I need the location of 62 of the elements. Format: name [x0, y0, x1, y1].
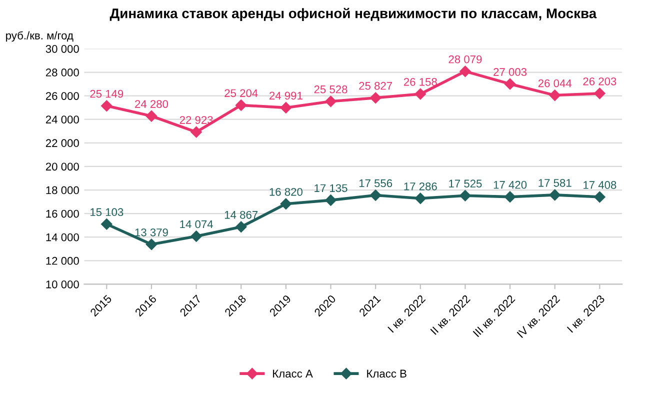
data-label: 26 158	[404, 78, 437, 86]
point	[236, 100, 247, 111]
data-label: 14 867	[224, 210, 258, 219]
point	[414, 88, 426, 100]
point	[146, 110, 158, 122]
y-tick-label: 28 000	[46, 68, 79, 76]
data-label: 25 149	[90, 90, 124, 98]
chart-title: Динамика ставок аренды офисной недвижимости по классам, Москва	[110, 8, 597, 22]
point	[101, 218, 112, 230]
point	[146, 238, 158, 250]
data-label: 17 581	[538, 178, 572, 187]
data-label: 28 079	[448, 55, 482, 64]
point	[325, 194, 336, 206]
y-tick-label: 20 000	[46, 162, 79, 171]
point	[280, 102, 292, 114]
point	[460, 190, 471, 202]
point	[325, 96, 336, 107]
data-label: 27 003	[494, 68, 527, 76]
point	[190, 230, 202, 242]
data-label: 26 203	[583, 77, 616, 86]
y-tick-label: 22 000	[46, 139, 79, 148]
point	[370, 190, 382, 201]
data-label: 17 556	[359, 179, 392, 188]
point	[101, 100, 112, 112]
y-axis-title: руб./кв. м/год	[6, 31, 74, 42]
data-label: 24 991	[270, 92, 302, 100]
data-label: 14 074	[180, 220, 213, 228]
point	[549, 189, 560, 201]
point	[549, 90, 560, 101]
point	[504, 78, 516, 90]
point	[236, 221, 247, 232]
data-label: 17 408	[584, 181, 616, 189]
point	[594, 191, 606, 203]
data-label: 25 528	[314, 85, 348, 94]
y-tick-label: 16 000	[46, 210, 79, 218]
point	[414, 192, 426, 204]
point	[190, 126, 202, 138]
y-tick-label: 10 000	[46, 280, 79, 288]
data-label: 17 286	[404, 182, 437, 190]
data-label: 24 280	[135, 100, 168, 108]
point	[460, 66, 471, 77]
legend-label: Класс B	[367, 370, 406, 378]
y-tick-label: 18 000	[46, 186, 79, 194]
y-tick-label: 24 000	[46, 116, 79, 124]
y-tick-label: 26 000	[46, 92, 79, 100]
data-label: 17 420	[494, 180, 527, 189]
y-tick-label: 14 000	[46, 233, 79, 242]
y-tick-label: 12 000	[46, 256, 79, 265]
data-label: 17 525	[449, 180, 482, 188]
legend-label: Класс А	[273, 370, 313, 378]
data-label: 16 820	[270, 188, 302, 196]
point	[594, 88, 606, 100]
data-label: 17 135	[314, 184, 348, 192]
data-label: 15 103	[90, 208, 124, 216]
data-label: 13 379	[135, 228, 168, 236]
data-label: 26 044	[538, 79, 572, 88]
data-label: 25 204	[224, 89, 258, 98]
point	[504, 191, 516, 202]
data-label: 25 827	[359, 82, 392, 90]
point	[280, 198, 292, 210]
point	[370, 92, 382, 104]
y-tick-label: 30 000	[46, 44, 79, 53]
